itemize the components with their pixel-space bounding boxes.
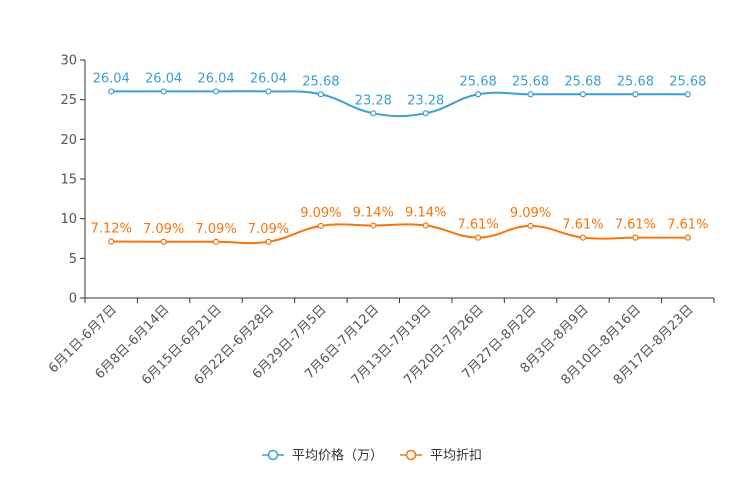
legend[interactable]: 平均价格（万） 平均折扣 [262, 448, 482, 464]
data-label: 26.04 [145, 71, 182, 86]
data-label: 7.61% [562, 218, 603, 233]
data-label: 25.68 [460, 74, 497, 89]
data-point [317, 91, 324, 98]
data-point [265, 88, 272, 95]
data-point [632, 91, 639, 98]
data-point [108, 88, 115, 95]
series-layer: 26.04 26.04 26.04 26.04 25.68 23.28 23.28 25.68… [91, 71, 708, 245]
data-label: 25.68 [564, 74, 601, 89]
data-point [422, 222, 429, 229]
x-axis: 6月1日-6月7日6月8日-6月14日6月15日-6月21日6月22日-6月28… [46, 297, 715, 388]
data-point [632, 234, 639, 241]
data-label: 25.68 [617, 74, 654, 89]
data-point [475, 91, 482, 98]
data-point [422, 110, 429, 117]
data-label: 23.28 [355, 93, 392, 108]
series-line [111, 223, 688, 245]
data-label: 25.68 [669, 74, 706, 89]
data-point [579, 234, 587, 241]
data-label: 7.61% [615, 218, 656, 233]
data-label: 7.61% [457, 218, 498, 233]
data-point [527, 222, 534, 229]
data-point [684, 91, 691, 98]
y-tick-label: 5 [69, 252, 77, 267]
y-tick-label: 0 [69, 292, 77, 307]
data-point [370, 222, 377, 229]
data-point [527, 91, 534, 98]
data-point [160, 88, 167, 95]
y-tick-label: 30 [60, 54, 77, 69]
y-tick-label: 25 [60, 93, 77, 108]
legend-marker [405, 449, 417, 461]
data-point [579, 91, 587, 98]
data-point [370, 110, 377, 117]
series-line [111, 90, 688, 118]
data-label: 9.14% [405, 205, 446, 220]
legend-item-2[interactable]: 平均折扣 [400, 449, 482, 464]
data-point [265, 238, 272, 245]
data-label: 9.14% [353, 205, 394, 220]
data-label: 9.09% [510, 206, 551, 221]
data-label: 26.04 [250, 71, 287, 86]
y-tick-label: 20 [60, 133, 77, 148]
data-label: 25.68 [512, 74, 549, 89]
data-point [475, 234, 482, 241]
legend-label: 平均价格（万） [292, 448, 383, 464]
series-2: 7.12% 7.09% 7.09% 7.09% 9.09% 9.14% 9.14% 7.61%… [91, 205, 708, 245]
data-label: 7.09% [248, 222, 289, 237]
data-point [212, 238, 220, 245]
data-point [684, 234, 691, 241]
data-label: 9.09% [300, 206, 341, 221]
data-label: 7.09% [195, 222, 236, 237]
data-label: 7.61% [667, 218, 708, 233]
data-point [160, 238, 167, 245]
data-label: 7.09% [143, 222, 184, 237]
legend-marker [267, 449, 279, 461]
y-tick-label: 10 [60, 212, 77, 227]
data-point [317, 222, 324, 229]
data-label: 7.12% [91, 222, 132, 237]
data-point [212, 88, 220, 95]
data-label: 23.28 [407, 93, 444, 108]
data-point [108, 238, 115, 245]
y-axis: 0 5 10 15 20 25 30 [60, 54, 86, 307]
series-1: 26.04 26.04 26.04 26.04 25.68 23.28 23.28 25.68… [93, 71, 706, 118]
legend-label: 平均折扣 [430, 449, 482, 464]
y-tick-label: 15 [60, 173, 77, 188]
legend-item-1[interactable]: 平均价格（万） [262, 448, 383, 464]
data-label: 25.68 [302, 74, 339, 89]
data-label: 26.04 [93, 71, 130, 86]
data-label: 26.04 [197, 71, 234, 86]
